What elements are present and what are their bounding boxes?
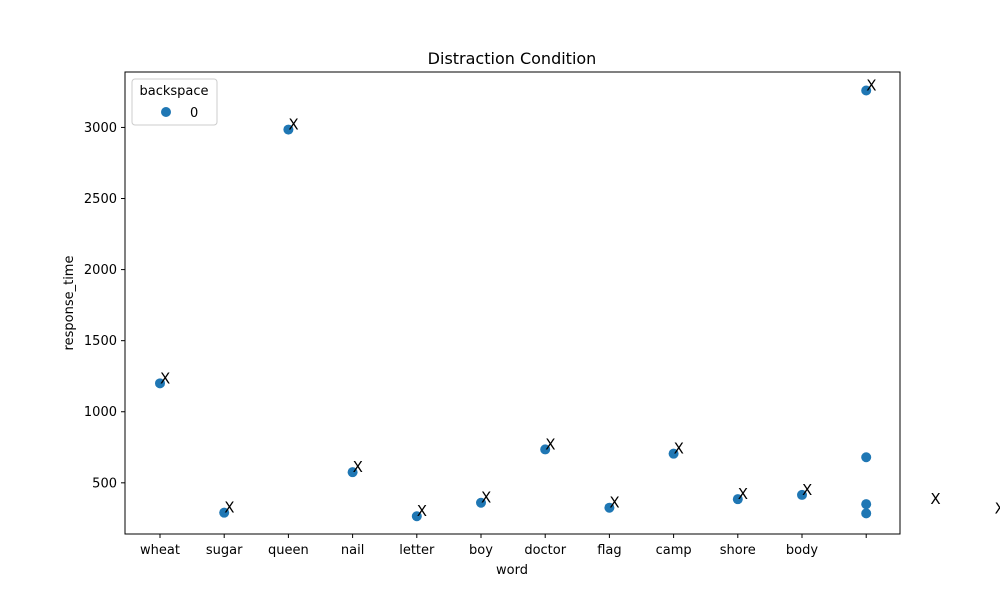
- x-tick-label: body: [786, 543, 818, 558]
- data-point: [861, 452, 872, 463]
- data-point: [797, 489, 807, 500]
- point-annotation: X: [481, 489, 491, 507]
- data-point: [476, 497, 486, 508]
- point-annotation: X: [160, 369, 170, 387]
- y-axis-ticks: 500 1000 1500 2000 2500 3000: [84, 121, 125, 491]
- x-tick-label: sugar: [206, 543, 243, 558]
- data-point: [347, 467, 358, 478]
- x-tick-label: wheat: [140, 543, 180, 558]
- point-annotation: X: [288, 116, 298, 134]
- x-tick-label: queen: [268, 543, 309, 558]
- legend-box: [131, 78, 218, 126]
- x-axis-ticks: wheat sugar queen nail letter boy doctor flag ca…: [140, 534, 867, 558]
- point-annotation: X: [417, 502, 427, 520]
- data-point: [861, 499, 872, 510]
- point-annotation: X: [545, 435, 555, 453]
- data-point: [283, 124, 294, 135]
- y-axis-label: response_time: [62, 256, 77, 351]
- chart-title: Distraction Condition: [428, 49, 597, 68]
- legend-title: backspace: [139, 84, 208, 99]
- point-annotation: X: [353, 458, 363, 476]
- x-tick-label: camp: [656, 543, 692, 558]
- data-point: [861, 508, 872, 519]
- y-tick-label: 500: [92, 476, 117, 491]
- point-annotation: X: [802, 481, 812, 499]
- x-tick-label: doctor: [524, 543, 566, 558]
- data-points: [155, 85, 872, 522]
- legend-marker: [161, 107, 171, 117]
- point-annotation: X: [930, 490, 940, 508]
- data-point: [668, 448, 679, 459]
- data-point: [861, 85, 872, 96]
- data-point: [219, 507, 230, 518]
- point-annotation: X: [866, 76, 876, 94]
- y-tick-label: 3000: [84, 121, 117, 136]
- x-tick-label: letter: [399, 543, 435, 558]
- x-tick-label: flag: [597, 543, 621, 558]
- y-tick-label: 2000: [84, 263, 117, 278]
- data-point: [540, 444, 551, 455]
- y-tick-label: 1500: [84, 334, 117, 349]
- point-annotation: X: [224, 499, 234, 517]
- x-tick-label: nail: [341, 543, 364, 558]
- plot-area-frame: [124, 71, 901, 535]
- point-annotation: X: [995, 499, 1000, 517]
- data-point: [604, 502, 615, 513]
- y-tick-label: 2500: [84, 192, 117, 207]
- x-tick-label: boy: [469, 543, 493, 558]
- point-annotations: X X X X X X X X X X X X X X: [160, 76, 1000, 520]
- y-tick-label: 1000: [84, 405, 117, 420]
- data-point: [155, 378, 165, 389]
- point-annotation: X: [674, 440, 684, 458]
- legend-entry-label: 0: [190, 106, 198, 121]
- point-annotation: X: [738, 485, 748, 503]
- data-point: [732, 494, 743, 505]
- data-point: [411, 511, 422, 522]
- x-axis-label: word: [496, 563, 528, 578]
- x-tick-label: shore: [720, 543, 756, 558]
- legend: backspace 0: [131, 78, 218, 126]
- point-annotation: X: [609, 494, 619, 512]
